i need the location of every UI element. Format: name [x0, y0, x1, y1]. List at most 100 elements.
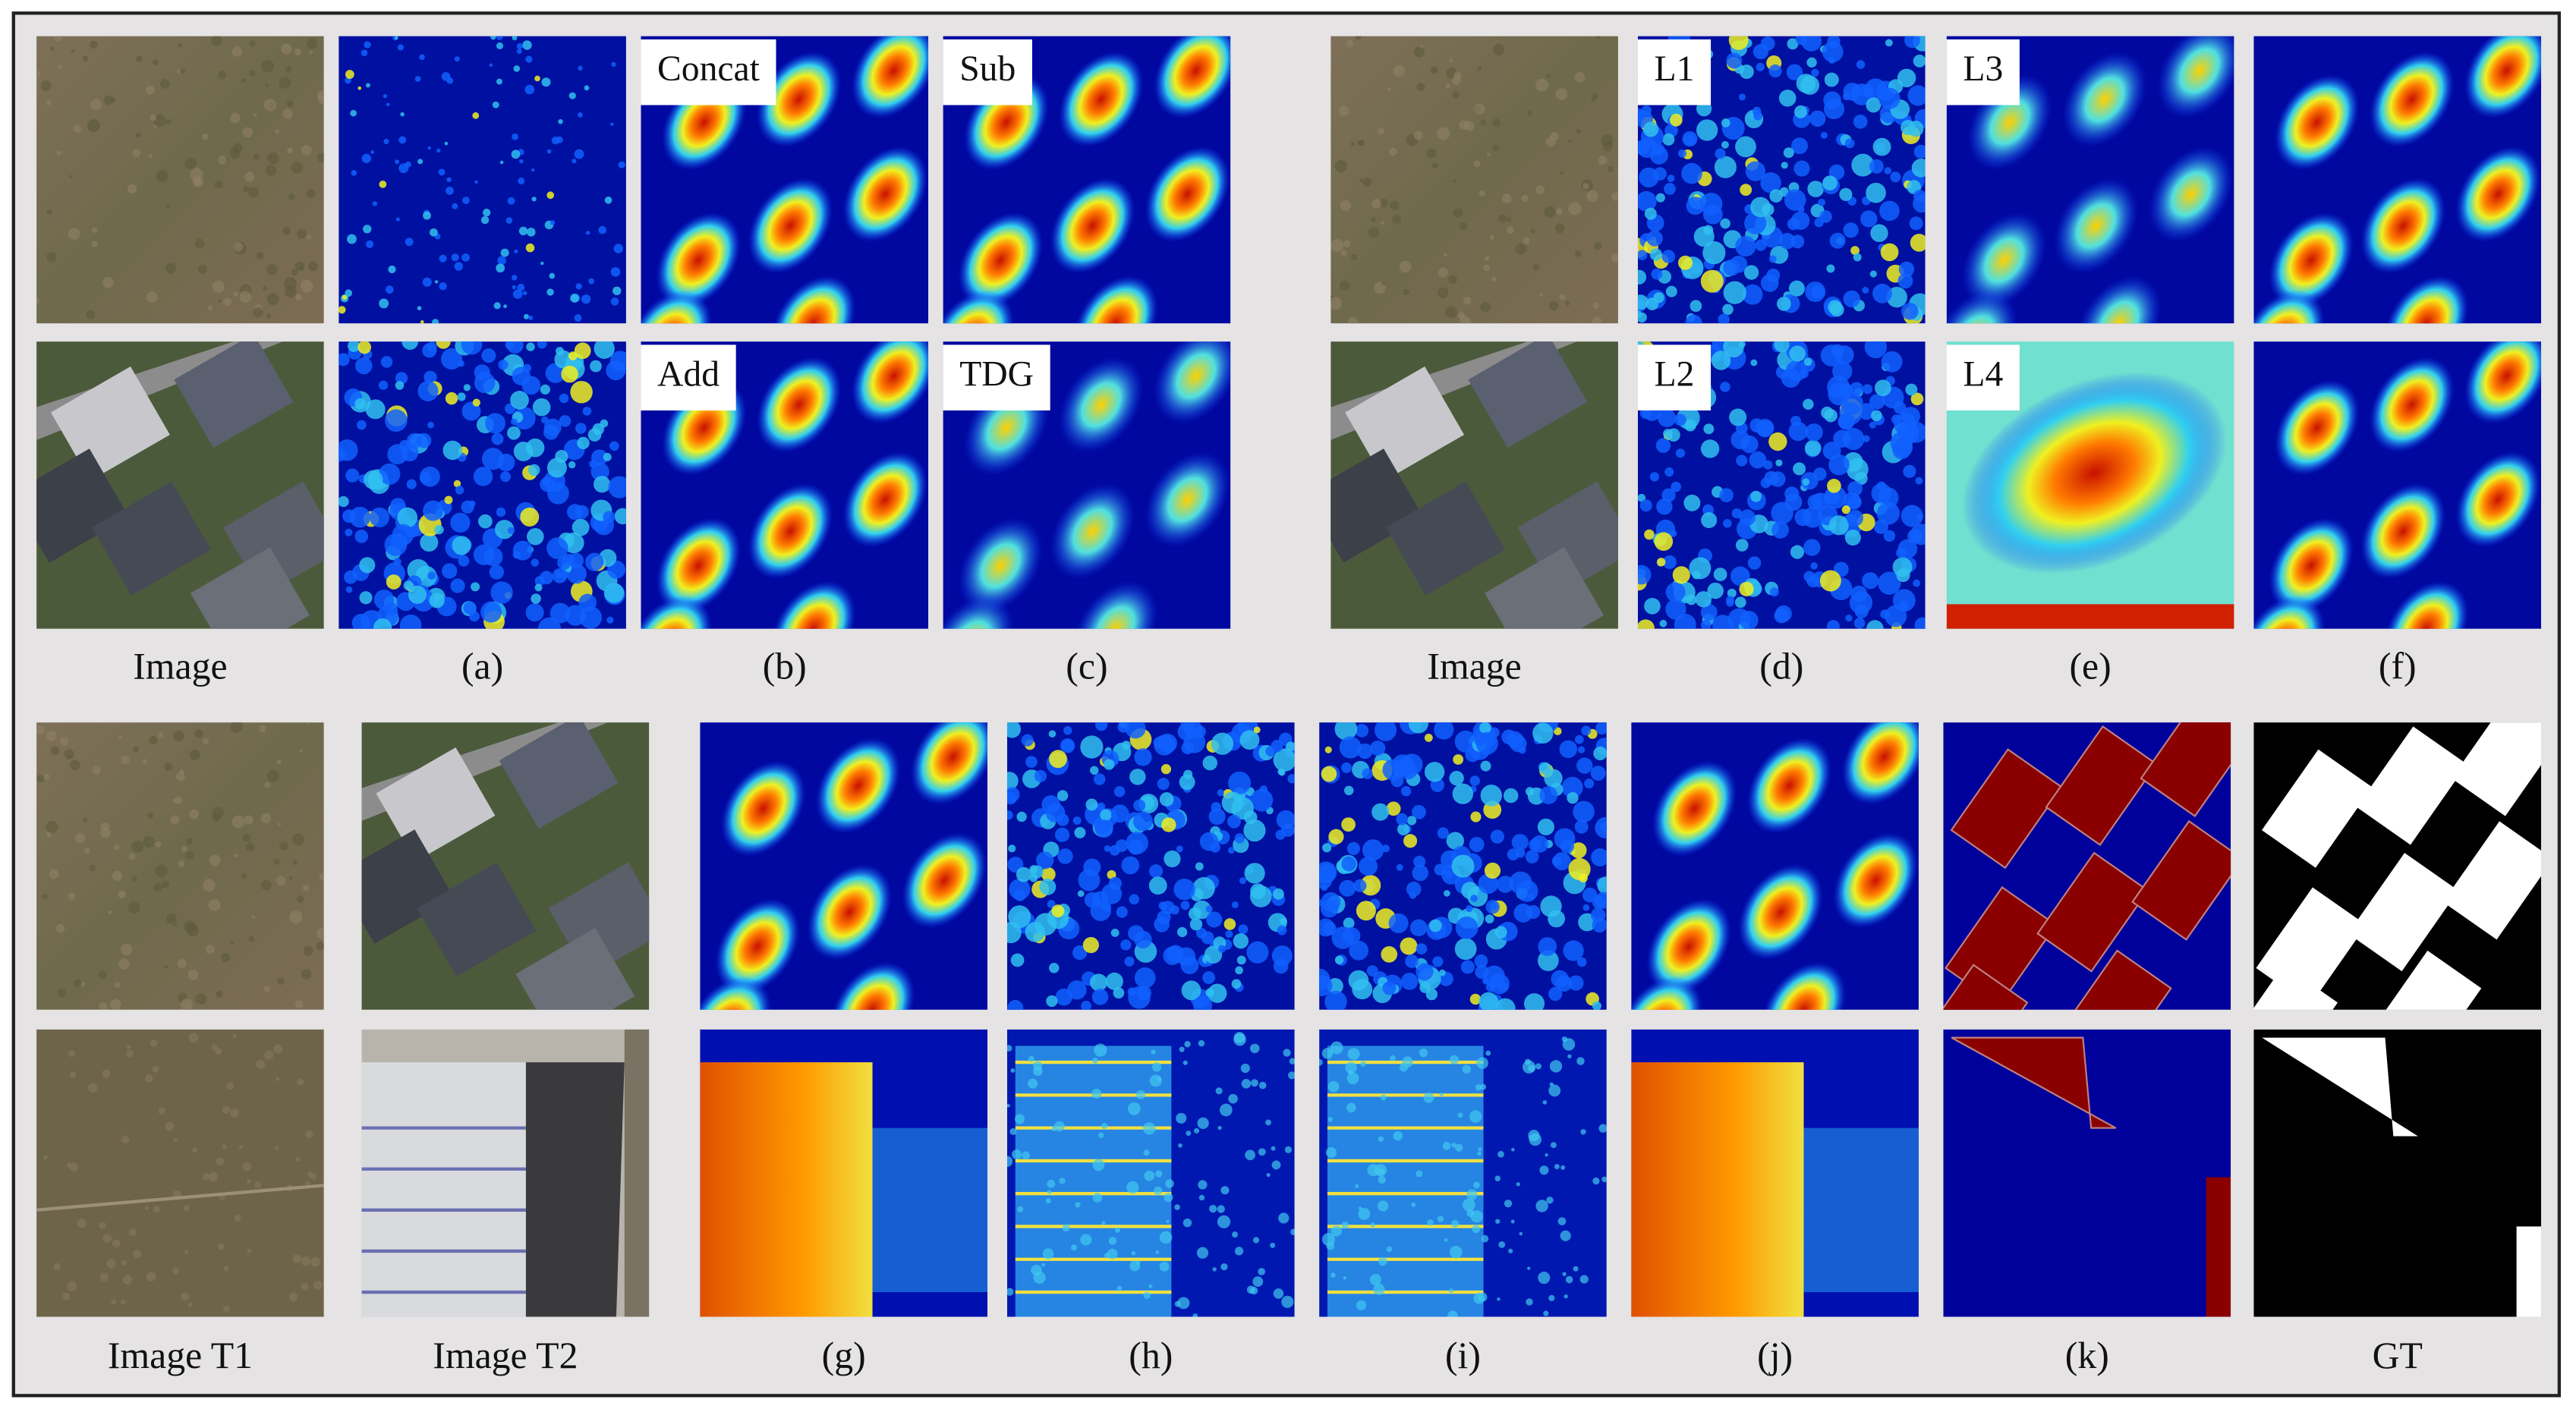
heat-speck [1246, 941, 1269, 964]
texture [1393, 64, 1405, 77]
heat-speck [1869, 421, 1876, 429]
heat-speck [568, 552, 584, 568]
texture [212, 813, 220, 822]
heat-speck [372, 201, 378, 206]
heat-speck [394, 36, 398, 40]
heat-speck [1406, 816, 1417, 826]
texture [57, 988, 67, 998]
heat-speck [1343, 785, 1354, 796]
heat-speck [1662, 555, 1677, 569]
texture [1493, 43, 1505, 55]
texture [256, 1059, 266, 1069]
heat-speck [1396, 863, 1403, 871]
texture [256, 251, 264, 259]
texture [1351, 254, 1358, 261]
heat-speck [438, 168, 446, 176]
texture [88, 1083, 98, 1093]
texture [153, 115, 166, 127]
caption: Image [1427, 645, 1521, 687]
heat-speck [1824, 72, 1839, 87]
heat-speck [1825, 490, 1841, 505]
heat-speck [1860, 210, 1878, 228]
texture [222, 1144, 227, 1149]
heat-blob [1073, 275, 1158, 324]
heat-speck [1807, 181, 1825, 197]
heat-blob [851, 36, 929, 119]
heat-speck [1083, 858, 1101, 876]
texture [131, 875, 137, 882]
heat-speck [604, 196, 613, 204]
heat-speck [1339, 736, 1362, 759]
heat-speck [458, 555, 470, 567]
texture [1574, 71, 1586, 83]
heat-speck [1110, 928, 1120, 937]
heat-speck [1807, 494, 1823, 510]
heat-speck [1101, 1122, 1108, 1130]
heat-speck [1538, 937, 1557, 956]
heat-speck [1595, 816, 1607, 839]
heat-speck [1903, 464, 1916, 478]
heat-speck [1497, 1297, 1501, 1301]
heat-speck [506, 341, 524, 354]
heat-speck [1051, 1126, 1057, 1132]
heat-speck [1181, 980, 1201, 1001]
heat-speck [1869, 159, 1884, 174]
heat-speck [1355, 724, 1369, 737]
heat-speck [1890, 171, 1901, 183]
heat-speck [1677, 149, 1686, 158]
heat-region [1015, 1046, 1172, 1317]
heat-speck [577, 112, 583, 118]
texture [1390, 200, 1400, 211]
heat-speck [1756, 62, 1765, 72]
heat-speck [1045, 803, 1066, 822]
heat-speck [355, 357, 373, 375]
heat-speck [1544, 769, 1563, 788]
heat-speck [493, 302, 501, 310]
heat-speck [1025, 922, 1045, 942]
overlay-label: L2 [1655, 355, 1695, 395]
image-tile [1319, 722, 1607, 1010]
texture [154, 864, 168, 878]
heat-blob [1841, 722, 1919, 805]
texture [239, 291, 252, 303]
texture [263, 286, 267, 291]
heat-speck [1896, 547, 1907, 558]
heat-speck [1378, 1136, 1384, 1142]
mask-region [2045, 725, 2158, 846]
heat-speck [1444, 890, 1450, 897]
texture [1340, 281, 1350, 291]
texture [316, 153, 324, 163]
heat-speck [525, 55, 533, 63]
heat-speck [1637, 269, 1647, 285]
heat-speck [526, 228, 536, 237]
heat-speck [1591, 848, 1607, 866]
texture [176, 69, 181, 74]
heat-speck [575, 283, 582, 290]
heat-speck [1197, 1117, 1209, 1130]
heat-speck [1539, 786, 1558, 804]
heat-speck [1210, 841, 1221, 853]
texture [264, 781, 271, 788]
texture [253, 307, 263, 318]
heat-speck [1006, 1103, 1010, 1108]
heat-speck [1788, 280, 1805, 297]
heat-speck [483, 547, 503, 567]
texture [1416, 83, 1425, 92]
heat-speck [510, 418, 518, 426]
texture [83, 817, 88, 822]
heat-speck [1159, 1261, 1170, 1272]
heat-speck [593, 476, 611, 493]
heat-speck [1165, 1179, 1174, 1188]
heat-speck [512, 289, 523, 299]
heat-speck [1341, 856, 1356, 872]
heat-speck [1854, 471, 1868, 486]
heat-speck [1565, 1275, 1573, 1284]
heat-speck [1538, 950, 1559, 971]
heat-speck [1393, 1131, 1403, 1141]
heat-speck [1831, 344, 1844, 357]
heat-speck [397, 507, 418, 528]
heat-speck [1844, 529, 1861, 546]
heat-blob [2383, 275, 2469, 324]
heat-speck [1370, 1222, 1375, 1228]
heat-speck [380, 356, 393, 368]
